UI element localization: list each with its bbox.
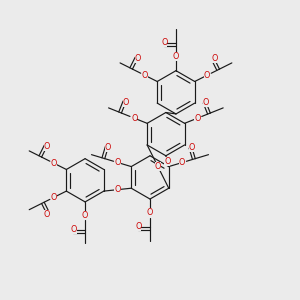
Text: O: O xyxy=(105,143,111,152)
Text: O: O xyxy=(179,158,185,167)
Text: O: O xyxy=(44,142,50,151)
Text: O: O xyxy=(82,211,88,220)
Text: O: O xyxy=(44,209,50,218)
Text: O: O xyxy=(70,225,76,234)
Text: O: O xyxy=(134,54,141,63)
Text: O: O xyxy=(161,38,167,47)
Text: O: O xyxy=(147,208,153,217)
Text: O: O xyxy=(131,114,137,123)
Text: O: O xyxy=(164,157,170,166)
Text: O: O xyxy=(115,158,121,167)
Text: O: O xyxy=(142,71,148,80)
Text: O: O xyxy=(189,143,195,152)
Text: O: O xyxy=(194,114,201,123)
Text: O: O xyxy=(211,54,217,63)
Text: O: O xyxy=(135,222,141,231)
Text: O: O xyxy=(155,162,161,171)
Text: O: O xyxy=(51,193,57,202)
Text: O: O xyxy=(204,71,210,80)
Text: O: O xyxy=(203,98,209,106)
Text: O: O xyxy=(173,52,179,61)
Text: O: O xyxy=(51,159,57,168)
Text: O: O xyxy=(123,98,129,106)
Text: O: O xyxy=(114,185,121,194)
